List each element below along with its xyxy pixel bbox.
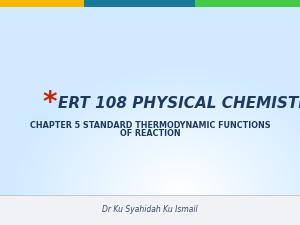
Text: ERT 108 PHYSICAL CHEMISTRY: ERT 108 PHYSICAL CHEMISTRY [58, 95, 300, 110]
Text: OF REACTION: OF REACTION [120, 130, 180, 139]
Bar [84, 0, 195, 7]
Text: *: * [42, 89, 56, 117]
Bar [0, 195, 300, 225]
Bar [0, 0, 84, 7]
Bar [195, 0, 300, 7]
Text: CHAPTER 5 STANDARD THERMODYNAMIC FUNCTIONS: CHAPTER 5 STANDARD THERMODYNAMIC FUNCTIO… [30, 122, 270, 130]
Text: Dr Ku Syahidah Ku Ismail: Dr Ku Syahidah Ku Ismail [102, 205, 198, 214]
